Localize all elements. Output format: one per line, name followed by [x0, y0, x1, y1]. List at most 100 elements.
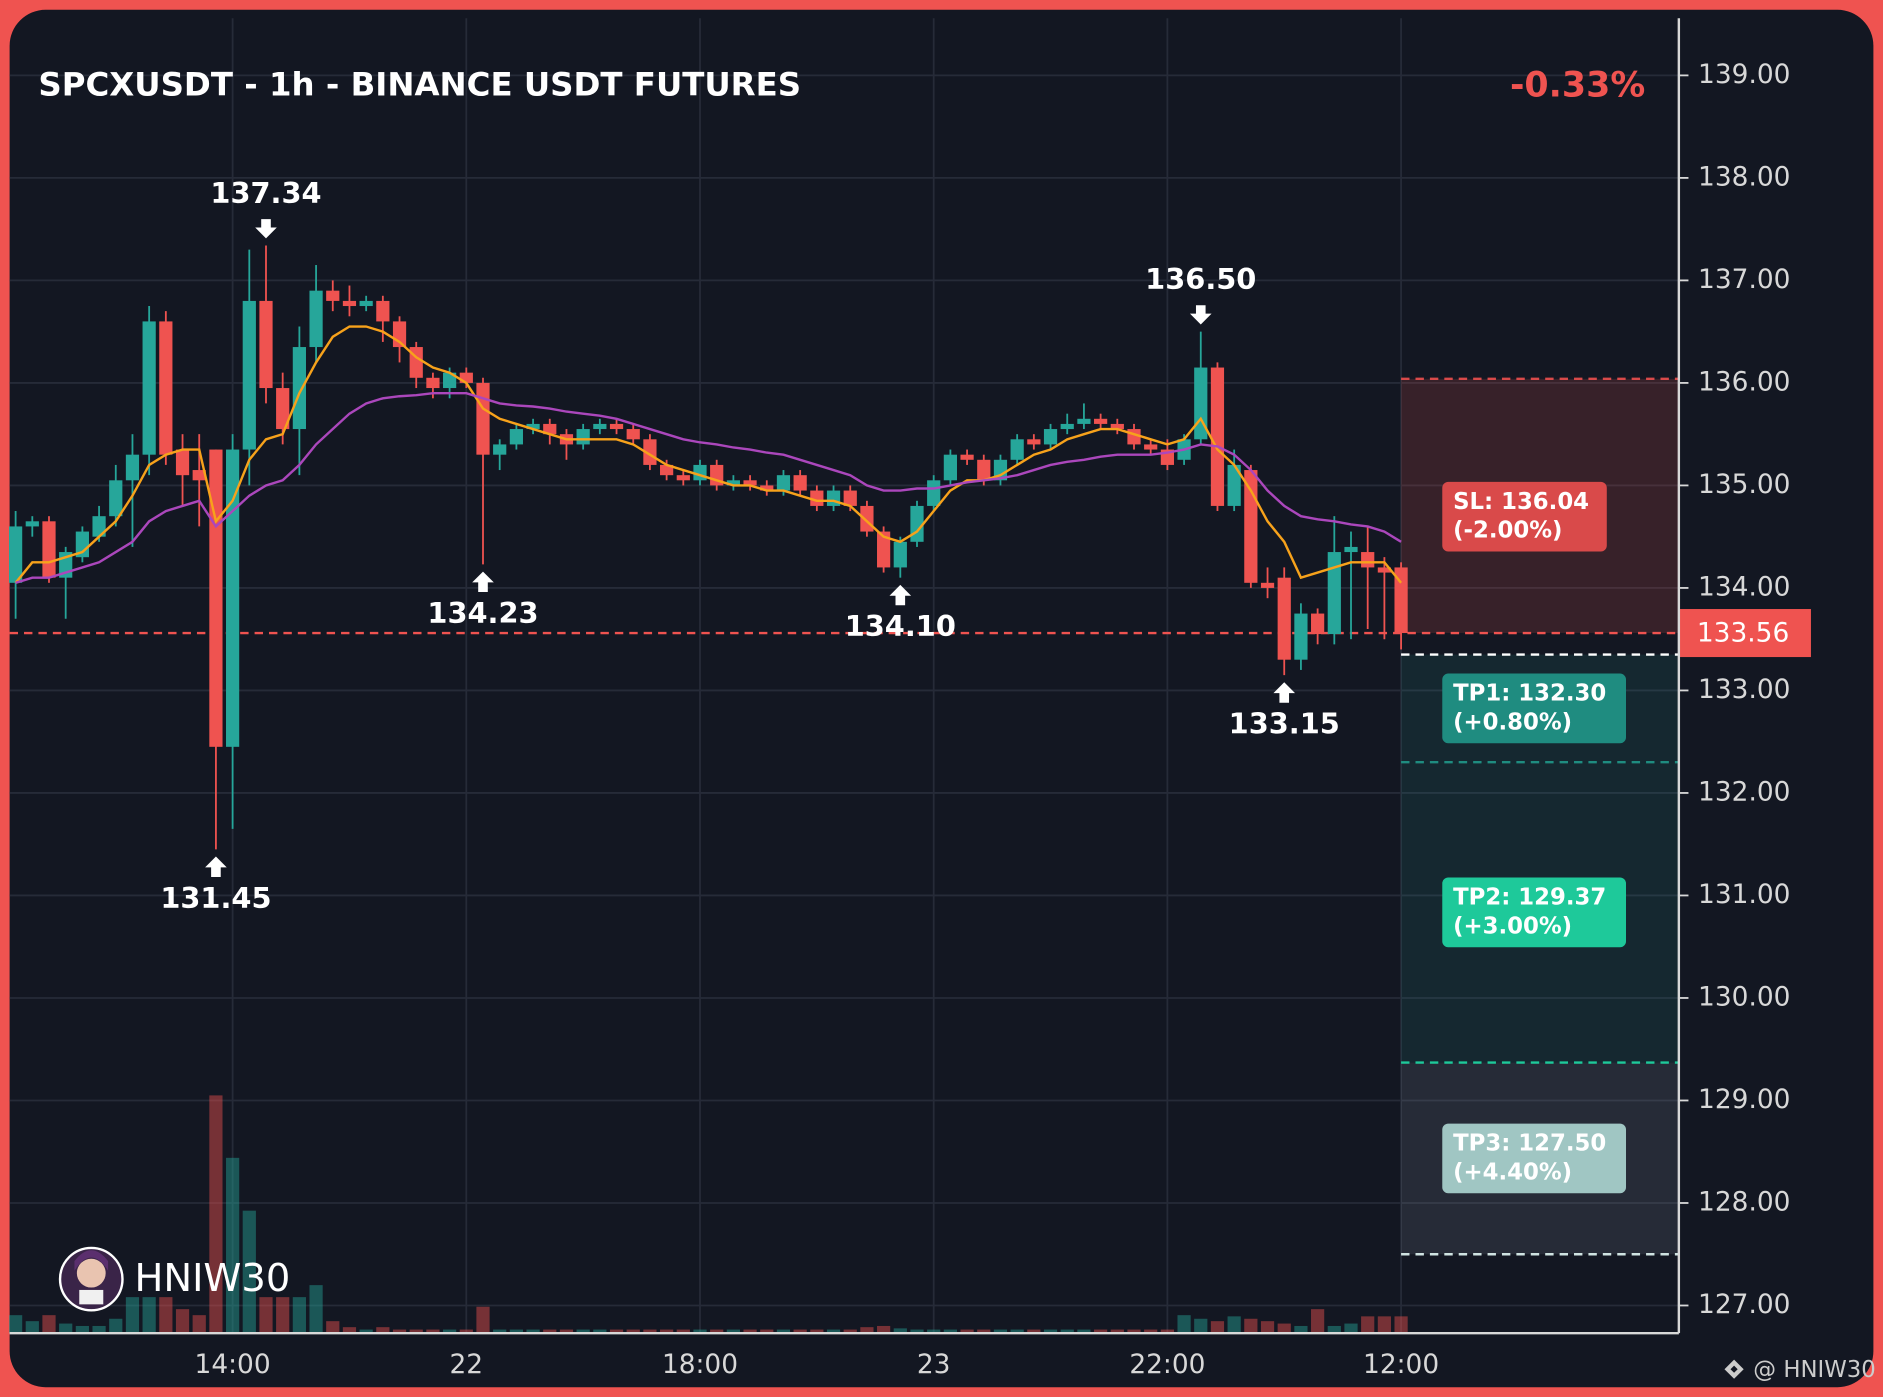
volume-bar: [75, 1325, 89, 1334]
volume-bar: [943, 1329, 957, 1334]
volume-bar: [660, 1329, 674, 1334]
volume-bar: [175, 1309, 190, 1334]
x-tick-label: 18:00: [662, 1349, 738, 1380]
volume-bar: [1394, 1316, 1408, 1334]
y-tick-label: 129.00: [1698, 1084, 1790, 1115]
y-tick-label: 138.00: [1698, 161, 1790, 192]
candle-body: [977, 459, 991, 481]
volume-bar: [9, 1315, 23, 1334]
candle-body: [92, 516, 106, 537]
candle-body: [75, 531, 89, 558]
volume-bar: [159, 1297, 173, 1334]
volume-bar: [676, 1329, 690, 1334]
volume-bar: [443, 1329, 457, 1334]
moving-average: [14, 325, 1403, 584]
volume-bar: [1244, 1318, 1258, 1334]
volume-bar: [1210, 1321, 1225, 1334]
volume-bar: [810, 1329, 824, 1334]
candle-body: [1377, 567, 1391, 573]
volume-bar: [1260, 1321, 1275, 1334]
volume-bar: [426, 1329, 440, 1334]
volume-bar: [226, 1157, 240, 1334]
arrow: [889, 584, 912, 606]
candle-body: [1344, 546, 1358, 553]
volume-bar: [643, 1329, 657, 1334]
candle-body: [25, 521, 39, 527]
candle-body: [1210, 367, 1225, 506]
candle-body: [242, 300, 256, 450]
candle-body: [760, 485, 774, 491]
volume-bar: [860, 1327, 874, 1334]
candle-body: [426, 377, 440, 389]
candle-body: [1394, 567, 1408, 634]
x-tick-label: 23: [917, 1349, 951, 1380]
last-price-tag: [1678, 609, 1811, 658]
volume-bar: [576, 1329, 590, 1334]
candle-body: [192, 470, 206, 481]
volume-bar: [893, 1328, 907, 1334]
x-tick-label: 12:00: [1363, 1349, 1439, 1380]
level-label-box: [1442, 481, 1607, 552]
annotation-label: 131.45: [160, 881, 271, 915]
volume-bar: [359, 1329, 373, 1334]
candle-body: [326, 290, 340, 301]
y-tick-label: 133.00: [1698, 674, 1790, 705]
avatar: [58, 1246, 124, 1312]
candle-body: [276, 388, 290, 430]
candle-body: [843, 490, 857, 506]
candle-body: [259, 300, 273, 389]
candle-body: [1311, 613, 1325, 635]
candle-body: [1144, 444, 1158, 450]
volume-bar: [259, 1297, 273, 1334]
candle-body: [42, 521, 56, 578]
arrow: [255, 219, 277, 239]
candle-body: [526, 423, 540, 430]
volume-bar: [1327, 1325, 1341, 1334]
level-label: TP2: 129.37: [1453, 884, 1606, 910]
volume-bar: [92, 1325, 106, 1334]
volume-bar: [1127, 1329, 1141, 1334]
y-tick-label: 134.00: [1698, 571, 1790, 602]
volume-bar: [543, 1329, 557, 1334]
candle-body: [226, 449, 240, 747]
volume-bar: [1277, 1323, 1291, 1334]
candle-body: [893, 541, 907, 568]
candle-body: [476, 382, 490, 455]
volume-bar: [376, 1327, 390, 1334]
candle-body: [1010, 439, 1024, 460]
volume-bar: [476, 1306, 490, 1334]
panel: [9, 9, 1874, 1388]
y-tick-label: 127.00: [1698, 1289, 1790, 1320]
volume-bar: [826, 1329, 841, 1334]
volume-bar: [25, 1321, 39, 1334]
candle-body: [459, 372, 473, 383]
volume-bar: [209, 1095, 223, 1334]
volume-bar: [993, 1329, 1008, 1334]
volume-bar: [776, 1329, 791, 1334]
volume-bar: [793, 1329, 807, 1334]
candle-body: [342, 300, 357, 307]
annotation-label: 136.50: [1145, 262, 1256, 296]
volume-bar: [342, 1327, 357, 1334]
candle-body: [1227, 464, 1241, 506]
candle-body: [609, 423, 624, 430]
change: -0.33%: [1510, 66, 1645, 106]
y-tick-label: 130.00: [1698, 981, 1790, 1012]
level-label: TP3: 127.50: [1453, 1130, 1606, 1156]
volume-bar: [309, 1285, 323, 1334]
candle-body: [309, 290, 323, 348]
volume-bar: [493, 1329, 507, 1334]
arrow: [1273, 682, 1296, 703]
level-label: TP1: 132.30: [1453, 680, 1606, 706]
candle-body: [660, 464, 674, 476]
volume-bar: [326, 1321, 340, 1334]
candle-body: [676, 475, 690, 481]
level-label: (+4.40%): [1453, 1159, 1572, 1185]
volume-bar: [276, 1297, 290, 1334]
volume-bar: [960, 1329, 974, 1334]
volume-bar: [559, 1329, 574, 1334]
volume-bar: [1160, 1329, 1174, 1334]
volume-bar: [877, 1325, 891, 1334]
candle-body: [359, 300, 373, 307]
volume-bar: [409, 1329, 423, 1334]
